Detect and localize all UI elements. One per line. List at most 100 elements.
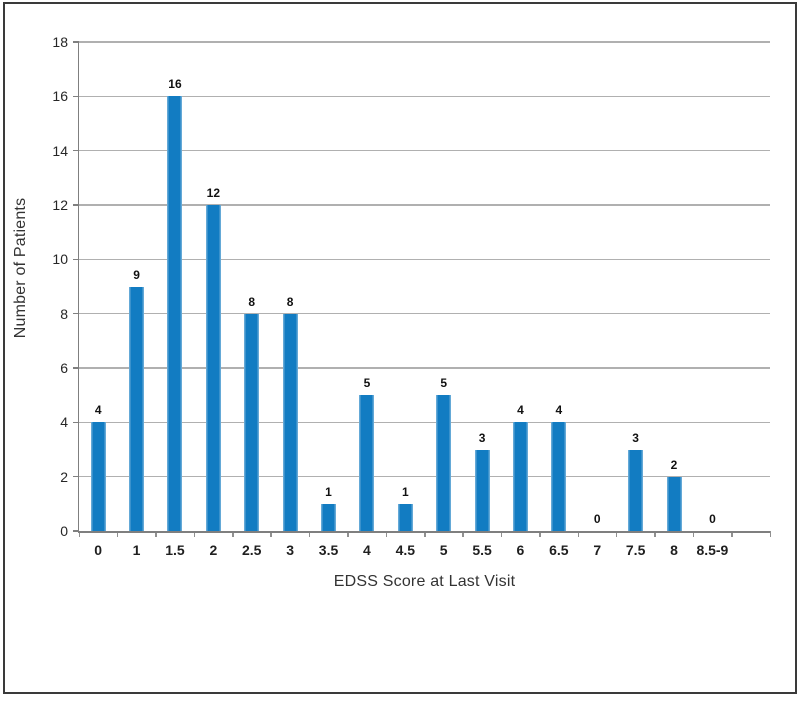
x-axis-tick: [385, 531, 388, 537]
y-tick-label: 8: [60, 305, 68, 322]
bar: [436, 395, 452, 531]
y-tick-label: 14: [52, 142, 68, 159]
gridline: [79, 258, 770, 261]
bar: [90, 422, 106, 531]
x-tick-label: 2: [209, 542, 218, 558]
bar-value-label: 9: [133, 267, 140, 282]
bar-value-label: 8: [248, 294, 256, 309]
x-tick-label: 5: [439, 542, 448, 558]
gridline: [79, 204, 770, 206]
x-tick-label: 1.5: [165, 542, 185, 558]
y-tick-label: 12: [52, 197, 68, 213]
x-axis-tick: [500, 531, 503, 537]
bar-value-label: 0: [593, 512, 601, 526]
y-tick-label: 10: [52, 251, 68, 268]
y-axis-tick: [73, 204, 79, 206]
y-axis-tick: [73, 475, 79, 478]
gridline: [79, 41, 770, 43]
bar-value-label: 2: [670, 457, 678, 472]
x-tick-label: 4: [363, 542, 371, 558]
gridline: [79, 95, 770, 98]
x-axis-tick: [462, 531, 464, 537]
y-tick-label: 18: [52, 34, 68, 50]
x-axis-tick: [78, 531, 80, 537]
bar-value-label: 3: [478, 430, 486, 445]
x-axis-tick: [615, 531, 618, 537]
x-axis-tick: [347, 531, 349, 537]
chart-frame: [3, 2, 797, 694]
bar-value-label: 5: [440, 376, 448, 391]
gridline: [79, 312, 770, 315]
x-tick-label: 2.5: [242, 542, 262, 558]
bar: [321, 503, 337, 531]
x-tick-label: 3.5: [318, 542, 339, 558]
x-axis-tick: [731, 531, 733, 537]
y-axis-tick: [73, 421, 79, 424]
x-axis-tick: [193, 531, 196, 537]
y-axis-tick: [73, 312, 79, 315]
x-tick-label: 8: [670, 542, 678, 558]
gridline: [79, 367, 770, 369]
x-axis-tick: [308, 531, 311, 537]
y-axis-tick: [73, 41, 79, 43]
bar-value-label: 1: [325, 484, 332, 499]
y-axis-title: Number of Patients: [12, 197, 29, 339]
y-axis-tick: [73, 530, 79, 532]
x-tick-label: 0: [94, 542, 103, 558]
bar: [397, 503, 413, 531]
bar-value-label: 16: [168, 77, 182, 92]
x-axis-tick: [577, 531, 580, 537]
x-tick-label: 6.5: [549, 542, 569, 558]
bar-value-label: 1: [401, 484, 409, 499]
y-tick-label: 6: [60, 360, 68, 376]
x-axis-line: [77, 531, 770, 533]
y-axis-tick: [73, 95, 79, 98]
bar-value-label: 8: [286, 294, 294, 309]
x-axis-tick: [270, 531, 272, 537]
x-axis-title: EDSS Score at Last Visit: [333, 573, 516, 590]
y-axis-tick: [73, 149, 79, 152]
bar-value-label: 5: [363, 376, 371, 391]
x-tick-label: 7: [593, 542, 602, 558]
x-tick-label: 1: [132, 542, 141, 558]
bar: [244, 313, 260, 531]
x-tick-label: 3: [286, 542, 295, 558]
bar: [551, 422, 567, 531]
x-tick-label: 6: [516, 542, 525, 558]
bar-value-label: 4: [94, 403, 102, 418]
y-tick-label: 16: [52, 88, 68, 105]
bar: [359, 395, 375, 531]
y-tick-label: 2: [60, 468, 68, 485]
bar-value-label: 0: [709, 512, 716, 526]
bar: [282, 313, 298, 531]
bar: [512, 422, 528, 531]
y-tick-label: 4: [60, 414, 68, 431]
x-axis-tick: [769, 531, 771, 537]
gridline: [79, 149, 770, 152]
x-axis-tick: [232, 531, 234, 537]
bar-value-label: 3: [632, 430, 639, 445]
gridline: [79, 421, 770, 424]
x-axis-tick: [424, 531, 426, 537]
bar-value-label: 4: [517, 403, 524, 418]
gridline: [79, 475, 770, 478]
bar: [474, 449, 490, 531]
y-axis-tick: [73, 258, 79, 261]
x-tick-label: 4.5: [395, 542, 416, 558]
x-axis-tick: [116, 531, 119, 537]
x-tick-label: 8.5-9: [696, 542, 729, 558]
bar: [666, 476, 682, 531]
bar: [205, 205, 221, 531]
x-axis-tick: [155, 531, 157, 537]
bar: [167, 96, 183, 531]
x-tick-label: 7.5: [625, 542, 646, 558]
y-axis-tick: [73, 367, 79, 369]
y-axis-line: [77, 42, 79, 533]
bar: [129, 286, 145, 531]
y-tick-label: 0: [60, 523, 68, 539]
x-axis-tick: [654, 531, 656, 537]
bar-value-label: 12: [206, 186, 221, 200]
x-axis-tick: [539, 531, 541, 537]
x-axis-tick: [692, 531, 695, 537]
